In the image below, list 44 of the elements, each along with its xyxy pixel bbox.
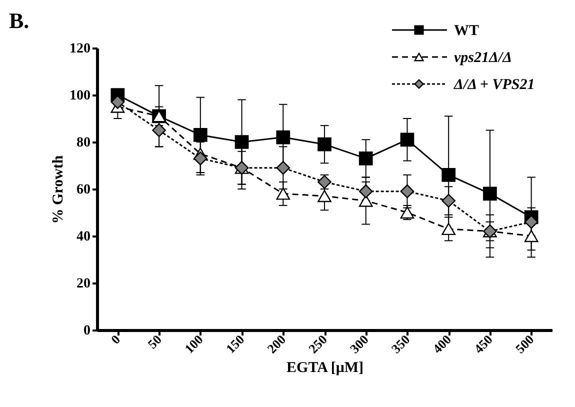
point [358,194,373,207]
x-tick-label: 100 [181,332,206,356]
y-axis-title: % Growth [50,154,66,224]
x-tick-label: 0 [108,332,124,348]
point [442,222,456,236]
point [110,95,125,109]
x-tick-label: 50 [144,332,164,352]
point [318,190,332,202]
point [276,160,290,175]
point [358,184,373,198]
x-tick-label: 250 [306,332,330,356]
point [276,188,290,200]
point [524,214,538,229]
y-tick-label: 20 [76,276,90,292]
x-tick-label: 450 [471,332,496,356]
x-tick-label: 400 [430,332,454,356]
y-tick-label: 120 [70,42,90,56]
point [400,132,414,147]
point [193,128,208,142]
point [400,184,414,198]
point [524,230,538,242]
x-tick-label: 350 [388,332,413,356]
point [442,194,456,208]
x-tick-label: 150 [222,332,248,356]
y-tick-label: 80 [76,136,90,150]
x-tick-label: 500 [512,332,537,356]
point [276,130,290,144]
chart-title: B. [9,8,30,33]
point [318,137,332,152]
x-tick-label: 300 [346,332,372,356]
legend-label: vps21Δ/Δ [454,50,512,66]
y-tick-label: 60 [76,182,90,198]
point [152,123,166,138]
point [442,168,456,182]
y-tick-label: 100 [70,88,90,104]
legend-label: WT [454,23,480,39]
x-tick-label: 200 [264,332,289,356]
point [193,152,208,166]
x-axis-title: EGTA [μM] [286,360,364,376]
legend-label: Δ/Δ + VPS21 [453,77,535,93]
point [234,135,249,149]
point [483,186,497,201]
y-tick-label: 40 [76,230,90,244]
point [358,152,373,166]
